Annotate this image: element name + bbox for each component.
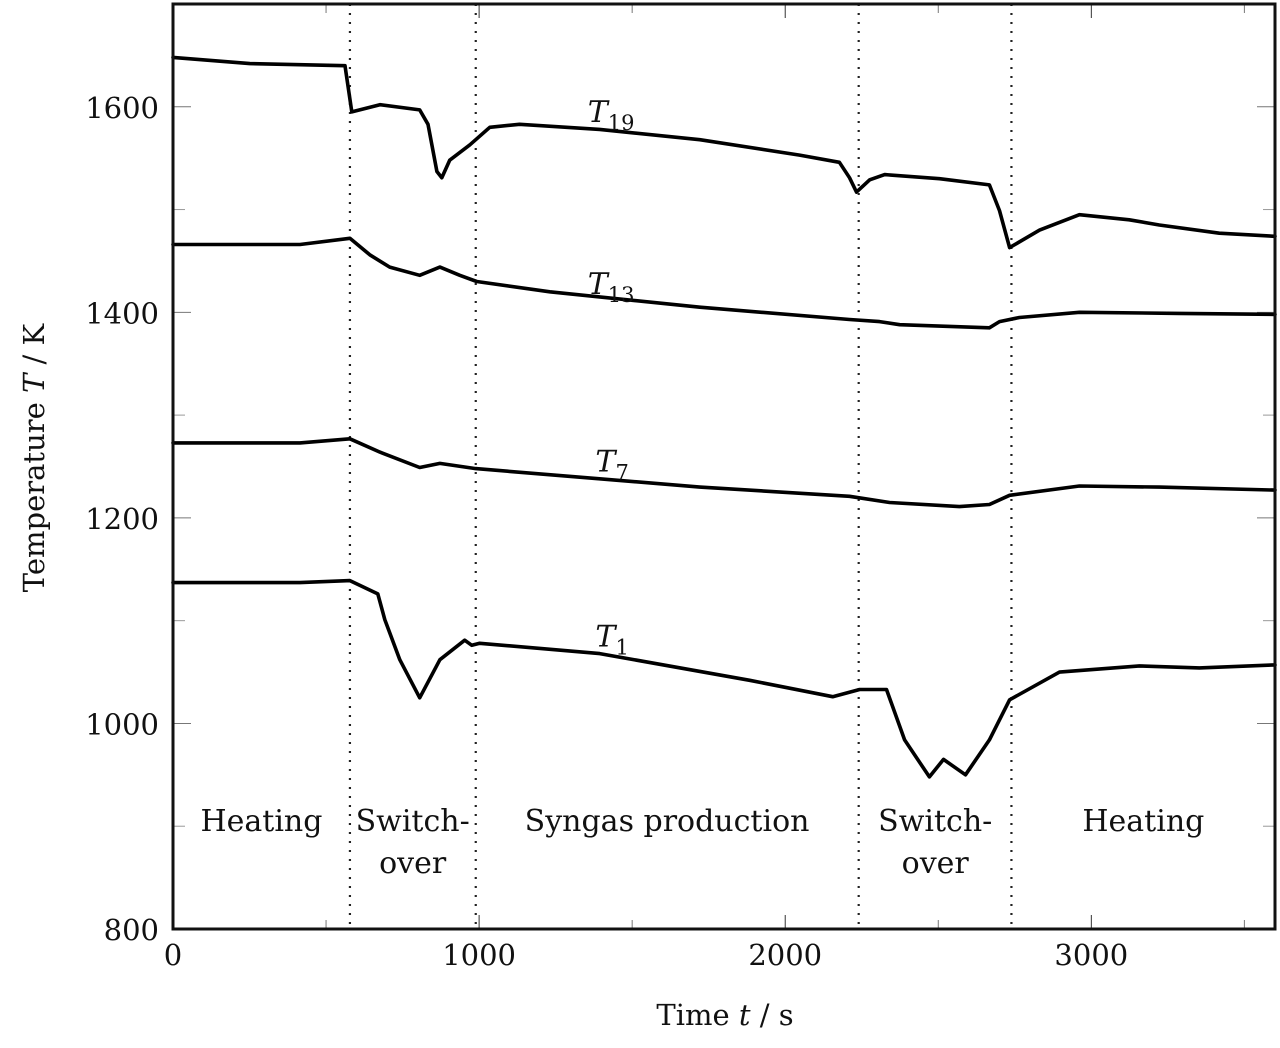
phase-label: Switch-: [356, 804, 470, 839]
tick-labels: 0 1000 2000 3000 800 1000 1200 1400 1600: [85, 91, 1128, 972]
phase-label: over: [379, 846, 447, 881]
x-tick-label: 2000: [748, 938, 822, 972]
y-tick-label: 1000: [85, 707, 159, 741]
series-label-t19: T19: [588, 95, 635, 135]
x-tick-label: 3000: [1054, 938, 1128, 972]
phase-label: Syngas production: [525, 804, 810, 839]
series-line-t19: [171, 55, 1277, 250]
series-label-subscript: 7: [615, 461, 628, 485]
series-line-t13: [171, 236, 1277, 330]
y-axis-title: Temperature T / K: [17, 322, 51, 592]
y-tick-label: 1400: [85, 296, 159, 330]
x-tick-label: 0: [164, 938, 182, 972]
series-label-base: T: [595, 619, 617, 654]
series-label-t13: T13: [588, 267, 635, 307]
x-axis-title: Time t / s: [656, 998, 793, 1032]
series-label-t1: T1: [595, 619, 628, 659]
series-label-base: T: [588, 95, 610, 130]
y-tick-label: 1200: [85, 502, 159, 536]
plot-frame: [171, 2, 1277, 931]
phase-label: Heating: [1082, 804, 1204, 839]
x-tick-label: 1000: [442, 938, 516, 972]
series-label-subscript: 1: [615, 635, 628, 659]
phase-label: Heating: [200, 804, 322, 839]
series-label-subscript: 19: [608, 111, 635, 135]
phase-boundary-lines: [348, 4, 1013, 929]
y-tick-label: 1600: [85, 91, 159, 125]
series-line-t7: [171, 437, 1277, 509]
series-label-base: T: [588, 267, 610, 302]
phase-label: Switch-: [878, 804, 992, 839]
series-label-t7: T7: [595, 445, 628, 485]
series-label-subscript: 13: [608, 283, 635, 307]
series-label-base: T: [595, 445, 617, 480]
series-lines: [171, 55, 1277, 779]
phase-labels: Heating Switch-over Syngas production Switc…: [200, 804, 1204, 881]
y-tick-label: 800: [104, 913, 159, 947]
phase-label: over: [902, 846, 970, 881]
series-line-t1: [171, 578, 1277, 779]
